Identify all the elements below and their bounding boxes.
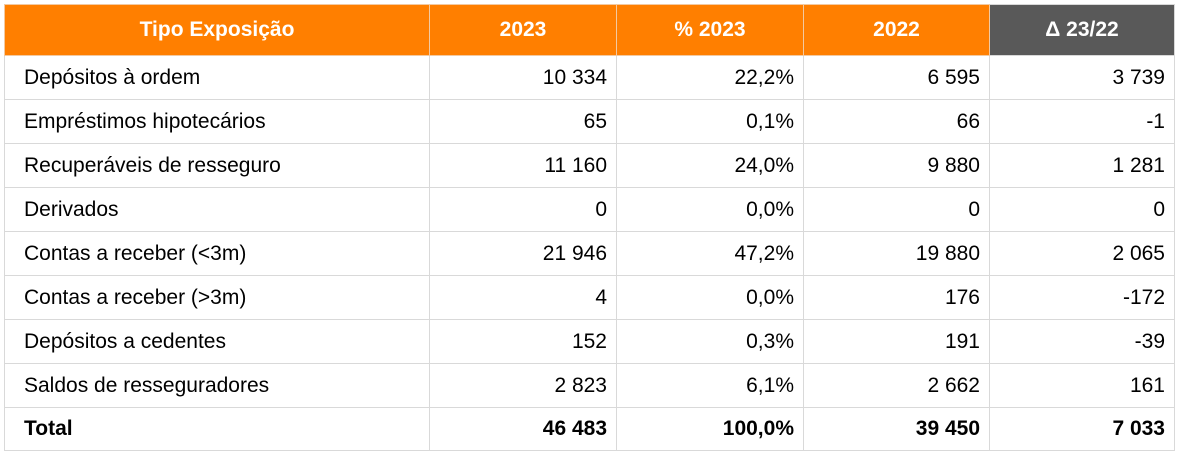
cell-delta: -39 bbox=[989, 319, 1175, 364]
cell-2022: 191 bbox=[803, 319, 990, 364]
cell-delta: -172 bbox=[989, 275, 1175, 320]
header-2022: 2022 bbox=[803, 4, 990, 56]
table-row: Contas a receber (>3m) 4 0,0% 176 -172 bbox=[4, 275, 1175, 320]
row-label: Depósitos à ordem bbox=[4, 55, 430, 100]
cell-delta: 2 065 bbox=[989, 231, 1175, 276]
total-2023: 46 483 bbox=[429, 407, 617, 451]
cell-2022: 2 662 bbox=[803, 363, 990, 408]
total-row: Total 46 483 100,0% 39 450 7 033 bbox=[4, 407, 1175, 451]
header-tipo-exposicao: Tipo Exposição bbox=[4, 4, 430, 56]
table-row: Recuperáveis de resseguro 11 160 24,0% 9… bbox=[4, 143, 1175, 188]
cell-delta: 0 bbox=[989, 187, 1175, 232]
total-pct-2023: 100,0% bbox=[616, 407, 804, 451]
total-label: Total bbox=[4, 407, 430, 451]
cell-delta: -1 bbox=[989, 99, 1175, 144]
cell-delta: 3 739 bbox=[989, 55, 1175, 100]
cell-2022: 6 595 bbox=[803, 55, 990, 100]
table-row: Empréstimos hipotecários 65 0,1% 66 -1 bbox=[4, 99, 1175, 144]
cell-pct-2023: 47,2% bbox=[616, 231, 804, 276]
cell-2022: 66 bbox=[803, 99, 990, 144]
cell-delta: 161 bbox=[989, 363, 1175, 408]
table-row: Saldos de resseguradores 2 823 6,1% 2 66… bbox=[4, 363, 1175, 408]
row-label: Derivados bbox=[4, 187, 430, 232]
cell-2023: 152 bbox=[429, 319, 617, 364]
cell-2023: 4 bbox=[429, 275, 617, 320]
row-label: Empréstimos hipotecários bbox=[4, 99, 430, 144]
row-label: Depósitos a cedentes bbox=[4, 319, 430, 364]
cell-2023: 2 823 bbox=[429, 363, 617, 408]
total-delta: 7 033 bbox=[989, 407, 1175, 451]
table-row: Contas a receber (<3m) 21 946 47,2% 19 8… bbox=[4, 231, 1175, 276]
row-label: Contas a receber (<3m) bbox=[4, 231, 430, 276]
total-2022: 39 450 bbox=[803, 407, 990, 451]
cell-pct-2023: 24,0% bbox=[616, 143, 804, 188]
table-row: Derivados 0 0,0% 0 0 bbox=[4, 187, 1175, 232]
cell-2023: 10 334 bbox=[429, 55, 617, 100]
cell-2023: 11 160 bbox=[429, 143, 617, 188]
header-pct-2023: % 2023 bbox=[616, 4, 804, 56]
cell-2023: 0 bbox=[429, 187, 617, 232]
row-label: Contas a receber (>3m) bbox=[4, 275, 430, 320]
row-label: Saldos de resseguradores bbox=[4, 363, 430, 408]
cell-pct-2023: 0,0% bbox=[616, 275, 804, 320]
exposure-table: Tipo Exposição 2023 % 2023 2022 Δ 23/22 … bbox=[4, 4, 1175, 451]
header-row: Tipo Exposição 2023 % 2023 2022 Δ 23/22 bbox=[4, 4, 1175, 56]
table-row: Depósitos à ordem 10 334 22,2% 6 595 3 7… bbox=[4, 55, 1175, 100]
table-row: Depósitos a cedentes 152 0,3% 191 -39 bbox=[4, 319, 1175, 364]
cell-pct-2023: 0,1% bbox=[616, 99, 804, 144]
header-delta-23-22: Δ 23/22 bbox=[989, 4, 1175, 56]
header-2023: 2023 bbox=[429, 4, 617, 56]
cell-pct-2023: 22,2% bbox=[616, 55, 804, 100]
cell-2022: 19 880 bbox=[803, 231, 990, 276]
cell-delta: 1 281 bbox=[989, 143, 1175, 188]
cell-pct-2023: 6,1% bbox=[616, 363, 804, 408]
cell-2023: 21 946 bbox=[429, 231, 617, 276]
row-label: Recuperáveis de resseguro bbox=[4, 143, 430, 188]
cell-2022: 176 bbox=[803, 275, 990, 320]
cell-2022: 0 bbox=[803, 187, 990, 232]
cell-pct-2023: 0,0% bbox=[616, 187, 804, 232]
cell-2022: 9 880 bbox=[803, 143, 990, 188]
cell-pct-2023: 0,3% bbox=[616, 319, 804, 364]
cell-2023: 65 bbox=[429, 99, 617, 144]
